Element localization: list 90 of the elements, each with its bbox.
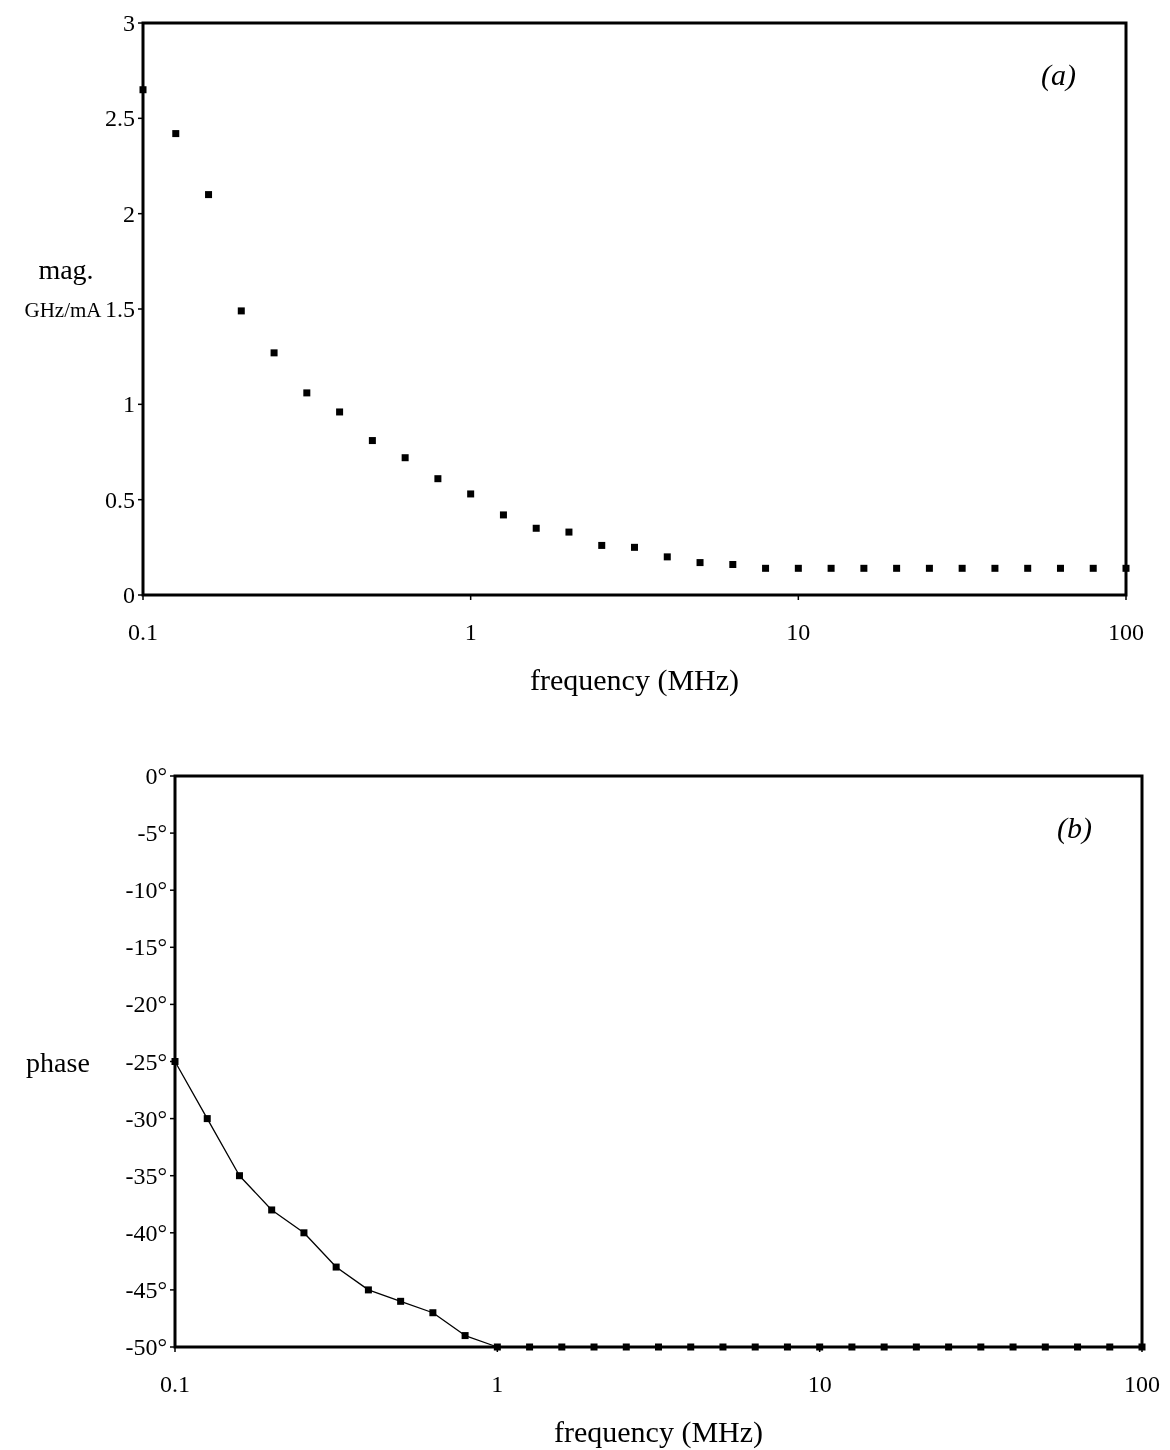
point	[526, 1343, 534, 1351]
y-tick-label: -25°	[125, 1048, 167, 1075]
point	[205, 191, 213, 199]
y-tick-label: 3	[123, 10, 135, 36]
y-tick-label: -30°	[125, 1105, 167, 1132]
point	[622, 1343, 630, 1351]
y-axis-title: mag. GHz/mA	[24, 254, 103, 322]
annotation: (b)	[1057, 811, 1093, 845]
y-tick-label: 1.5	[105, 296, 135, 322]
point	[991, 564, 999, 572]
point	[719, 1343, 727, 1351]
point	[467, 490, 475, 498]
point	[880, 1343, 888, 1351]
y-tick-label: -10°	[125, 877, 167, 904]
point	[397, 1297, 405, 1305]
point	[558, 1343, 566, 1351]
x-tick-label: 100	[1124, 1371, 1160, 1397]
x-tick-label: 0.1	[160, 1371, 190, 1397]
y-tick-label: 0°	[145, 763, 167, 789]
point	[332, 1263, 340, 1271]
y-tick-label: -5°	[137, 820, 167, 847]
point	[235, 1172, 243, 1180]
point	[1024, 564, 1032, 572]
point	[729, 560, 737, 568]
y-tick-label: 2.5	[105, 105, 135, 132]
point	[1056, 564, 1064, 572]
point	[401, 454, 409, 462]
y-tick-label: 1	[123, 391, 135, 418]
y-axis-title: phase	[26, 1046, 90, 1078]
point	[461, 1332, 469, 1340]
point	[893, 564, 901, 572]
annotation: (a)	[1041, 58, 1077, 92]
point	[590, 1343, 598, 1351]
point	[630, 543, 638, 551]
x-tick-label: 0.1	[128, 619, 158, 645]
point	[336, 408, 344, 416]
point	[654, 1343, 662, 1351]
point	[532, 524, 540, 532]
point	[565, 528, 573, 536]
y-tick-label: -20°	[125, 991, 167, 1018]
y-tick-label: -50°	[125, 1334, 167, 1360]
point	[270, 349, 278, 357]
point	[945, 1343, 953, 1351]
x-tick-label: 1	[464, 619, 477, 645]
point	[827, 564, 835, 572]
point	[977, 1343, 985, 1351]
x-tick-label: 10	[786, 619, 811, 645]
point	[860, 564, 868, 572]
point	[696, 559, 704, 567]
point	[364, 1286, 372, 1294]
point	[848, 1343, 856, 1351]
y-tick-label: -35°	[125, 1162, 167, 1189]
point	[1122, 564, 1130, 572]
point	[783, 1343, 791, 1351]
point	[429, 1309, 437, 1317]
point	[598, 541, 606, 549]
y-tick-label: 0	[123, 582, 135, 608]
point	[434, 475, 442, 483]
point	[751, 1343, 759, 1351]
point	[172, 130, 180, 138]
x-axis-title: frequency (MHz)	[553, 1415, 764, 1449]
point	[1089, 564, 1097, 572]
point	[912, 1343, 920, 1351]
y-tick-label: 2	[123, 200, 135, 227]
point	[687, 1343, 695, 1351]
point	[237, 307, 245, 315]
point	[762, 564, 770, 572]
y-tick-label: 0.5	[105, 486, 135, 513]
point	[303, 389, 311, 397]
y-tick-label: -40°	[125, 1219, 167, 1246]
point	[1106, 1343, 1114, 1351]
point	[203, 1115, 211, 1123]
x-tick-label: 10	[807, 1371, 832, 1397]
point	[1009, 1343, 1017, 1351]
x-tick-label: 100	[1108, 619, 1144, 645]
point	[268, 1206, 276, 1214]
point	[499, 511, 507, 519]
x-tick-label: 1	[491, 1371, 504, 1397]
point	[139, 86, 147, 94]
y-tick-label: -45°	[125, 1276, 167, 1303]
point	[958, 564, 966, 572]
point	[794, 564, 802, 572]
point	[1041, 1343, 1049, 1351]
point	[300, 1229, 308, 1237]
point	[1074, 1343, 1082, 1351]
point	[925, 564, 933, 572]
point	[663, 553, 671, 561]
x-axis-title: frequency (MHz)	[529, 663, 740, 697]
point	[368, 437, 376, 445]
y-tick-label: -15°	[125, 934, 167, 961]
